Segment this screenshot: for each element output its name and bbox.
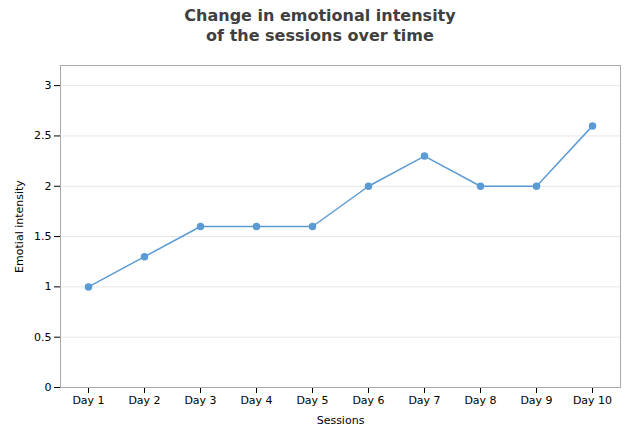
svg-text:Day 1: Day 1 [72, 394, 104, 407]
svg-text:Day 7: Day 7 [408, 394, 440, 407]
svg-text:Day 4: Day 4 [240, 394, 272, 407]
svg-text:2.5: 2.5 [34, 129, 52, 142]
svg-text:1: 1 [45, 280, 52, 293]
svg-text:3: 3 [45, 79, 52, 92]
svg-text:Day 6: Day 6 [352, 394, 384, 407]
svg-text:Day 8: Day 8 [464, 394, 496, 407]
svg-text:2: 2 [45, 180, 52, 193]
svg-text:0: 0 [45, 381, 52, 394]
svg-text:Emotial intensity: Emotial intensity [13, 180, 26, 273]
svg-text:Day 9: Day 9 [520, 394, 552, 407]
svg-text:Day 10: Day 10 [573, 394, 612, 407]
svg-text:0.5: 0.5 [34, 331, 52, 344]
svg-text:1.5: 1.5 [34, 230, 52, 243]
svg-text:Sessions: Sessions [317, 414, 365, 427]
svg-text:Day 5: Day 5 [296, 394, 328, 407]
svg-text:Day 2: Day 2 [128, 394, 160, 407]
svg-text:Day 3: Day 3 [184, 394, 216, 407]
html-text:Change in emotional intensity: Change in emotional intensity of the ses… [184, 6, 456, 45]
